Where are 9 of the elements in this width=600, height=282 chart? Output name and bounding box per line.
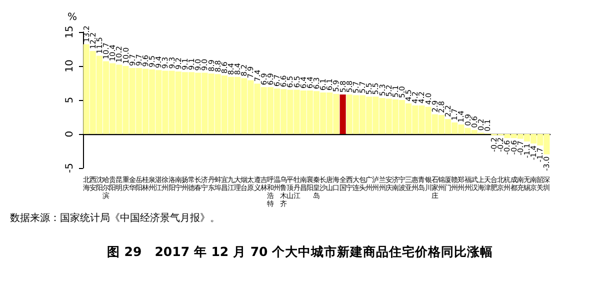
- source-note: 数据来源：国家统计局《中国经济景气月报》。: [10, 212, 220, 225]
- y-tick-label: 10: [64, 60, 76, 72]
- y-tick-label: -5: [64, 163, 76, 173]
- y-tick-label: 5: [64, 96, 76, 104]
- y-axis-title: %: [67, 12, 77, 24]
- y-tick-label: 0: [64, 130, 76, 138]
- y-tick-label: 15: [64, 26, 76, 38]
- text: 图 29 2017 年 12 月 70 个大中城市新建商品住宅价格同比涨幅: [106, 244, 494, 261]
- bar: [340, 94, 346, 134]
